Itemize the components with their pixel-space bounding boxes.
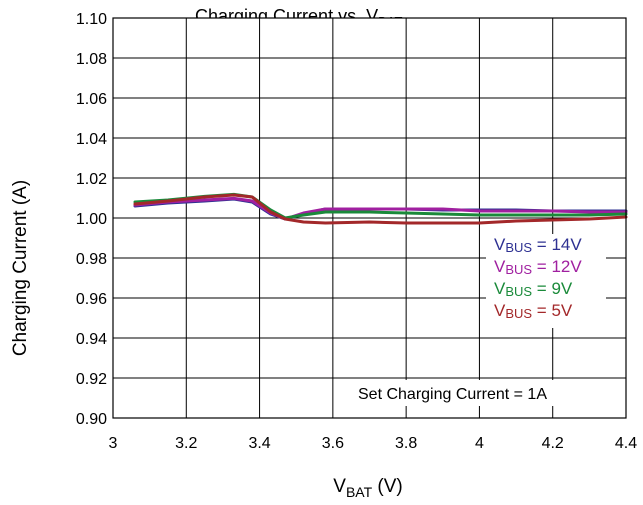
y-tick-label: 0.96 (76, 291, 107, 308)
legend-entry: VBUS = 14V (494, 235, 582, 255)
y-tick-label: 0.94 (76, 331, 107, 348)
y-tick-label: 1.04 (76, 131, 107, 148)
x-axis-label: VBAT (V) (333, 476, 403, 500)
x-tick-label: 4.2 (542, 435, 564, 452)
series-line--12v (133, 196, 628, 221)
x-tick-label: 4 (475, 435, 484, 452)
series-line--5v (133, 193, 628, 225)
y-tick-label: 0.92 (76, 371, 107, 388)
x-tick-labels: 3 3.2 3.4 3.6 3.8 4 4.2 4.4 (109, 435, 638, 452)
y-tick-labels: 0.90 0.92 0.94 0.96 0.98 1.00 1.02 1.04 1.06 1.08… (76, 11, 107, 428)
y-tick-label: 1.02 (76, 171, 107, 188)
x-tick-label: 3.4 (248, 435, 270, 452)
x-tick-label: 3.6 (322, 435, 344, 452)
y-tick-label: 0.90 (76, 411, 107, 428)
y-axis-label: Charging Current (A) (10, 180, 31, 356)
legend-entry: VBUS = 12V (494, 257, 582, 277)
x-tick-label: 3 (109, 435, 118, 452)
series-lines (133, 192, 628, 225)
x-tick-label: 3.8 (395, 435, 417, 452)
y-tick-label: 1.00 (76, 211, 107, 228)
x-axis-label-suffix: (V) (372, 476, 403, 497)
legend-box (486, 234, 606, 328)
y-tick-label: 1.08 (76, 51, 107, 68)
set-current-annotation: Set Charging Current = 1A (358, 386, 547, 403)
x-tick-label: 4.4 (615, 435, 637, 452)
x-axis-label-main: V (333, 476, 346, 497)
x-tick-label: 3.2 (175, 435, 197, 452)
annotation-box (350, 380, 622, 406)
x-axis-label-sub: BAT (346, 484, 373, 500)
y-tick-label: 1.06 (76, 91, 107, 108)
legend-entry: VBUS = 9V (494, 279, 573, 299)
legend-entry: VBUS = 5V (494, 301, 573, 321)
y-tick-label: 0.98 (76, 251, 107, 268)
y-tick-label: 1.10 (76, 11, 107, 28)
plot-frame (112, 17, 627, 419)
